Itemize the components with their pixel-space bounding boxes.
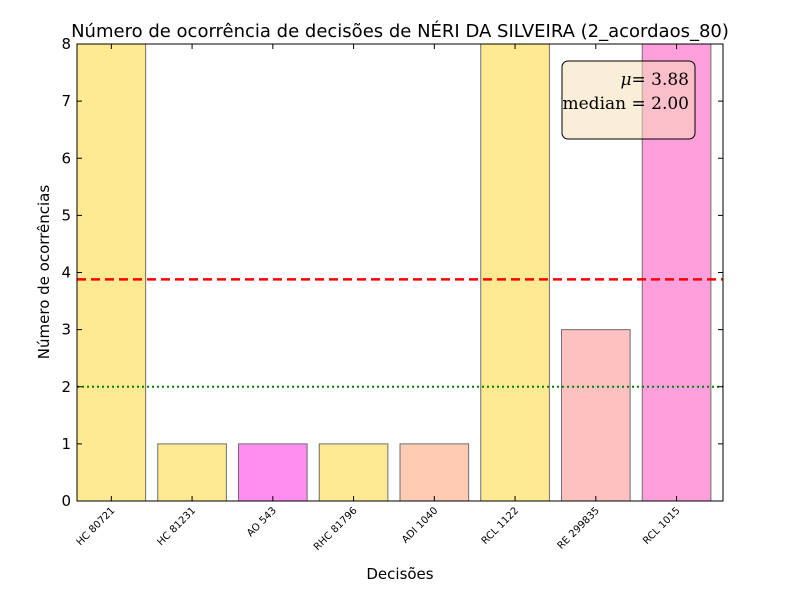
y-axis-label: Número de ocorrências <box>35 185 53 360</box>
y-tick-label: 4 <box>61 264 71 282</box>
y-tick-label: 5 <box>61 206 71 224</box>
bar-ao-543 <box>238 443 308 502</box>
bar-rhc-81796 <box>318 443 389 502</box>
x-tick-label: ADI 1040 <box>400 505 440 545</box>
x-tick-label: RE 299835 <box>556 505 602 551</box>
bar-adi-1040 <box>399 443 470 502</box>
bar-hc-80721 <box>76 43 147 502</box>
y-tick-label: 7 <box>61 92 71 110</box>
bar-rcl-1122 <box>480 43 550 502</box>
bar-re-299835 <box>561 329 631 502</box>
stats-box-frame <box>561 60 696 140</box>
y-tick-label: 0 <box>61 492 71 510</box>
x-axis-label: Decisões <box>366 565 433 583</box>
bar-hc-81231 <box>157 443 227 502</box>
y-tick-label: 2 <box>61 378 71 396</box>
y-tick-label: 3 <box>61 321 71 339</box>
y-tick-label: 8 <box>61 35 71 53</box>
y-tick-label: 6 <box>61 149 71 167</box>
x-tick-label: HC 80721 <box>75 505 118 548</box>
chart-title: Número de ocorrência de decisões de NÉRI… <box>71 20 729 42</box>
x-tick-label: RCL 1015 <box>641 505 682 546</box>
mean-stat-text: μ= 3.88 <box>620 70 689 90</box>
y-tick-label: 1 <box>61 435 71 453</box>
x-tick-label: RHC 81796 <box>312 505 360 553</box>
median-stat-text: median = 2.00 <box>563 94 690 114</box>
x-tick-label: RCL 1122 <box>480 505 521 546</box>
x-tick-label: AO 543 <box>245 505 279 539</box>
x-tick-label: HC 81231 <box>155 505 198 548</box>
stats-box: μ= 3.88 median = 2.00 <box>561 60 696 140</box>
